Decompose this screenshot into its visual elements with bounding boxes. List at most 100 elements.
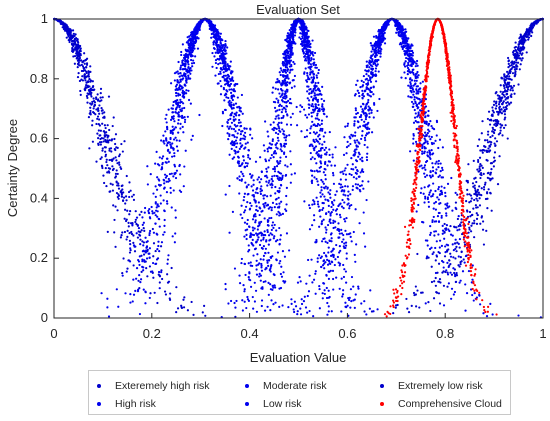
data-point	[243, 127, 246, 130]
data-point	[116, 209, 119, 212]
data-point	[357, 91, 360, 95]
data-point	[282, 114, 285, 118]
data-point	[77, 55, 80, 58]
data-point	[171, 142, 174, 145]
data-point	[415, 62, 418, 65]
data-point	[285, 123, 289, 126]
data-point	[211, 65, 214, 68]
data-point	[146, 240, 149, 243]
data-point	[420, 187, 423, 190]
data-point	[234, 306, 237, 309]
data-point	[458, 281, 461, 284]
data-point	[334, 258, 337, 261]
data-point	[445, 243, 448, 246]
data-point	[129, 210, 132, 213]
data-point	[241, 299, 244, 302]
data-point	[322, 237, 325, 241]
data-point	[313, 170, 316, 173]
data-point	[350, 275, 354, 279]
data-point	[99, 87, 103, 91]
data-point	[68, 30, 71, 33]
data-point	[379, 55, 382, 58]
data-point	[128, 260, 132, 263]
data-point	[308, 228, 312, 231]
series-2-points	[220, 17, 379, 319]
data-point	[326, 301, 329, 305]
data-point	[121, 272, 124, 275]
data-point	[414, 76, 418, 80]
data-point	[346, 122, 350, 125]
data-point	[184, 63, 187, 66]
data-point	[275, 174, 278, 178]
data-point	[285, 38, 288, 41]
data-point	[167, 177, 170, 181]
data-point	[209, 26, 212, 29]
data-point	[417, 92, 420, 95]
data-point	[154, 249, 157, 253]
data-point	[286, 114, 289, 117]
data-point	[171, 235, 174, 238]
data-point	[415, 59, 419, 63]
data-point	[137, 279, 140, 282]
data-point	[222, 71, 225, 74]
data-point	[85, 65, 88, 69]
data-point	[307, 35, 310, 38]
data-point	[268, 146, 271, 149]
data-point	[174, 209, 177, 212]
data-point	[190, 300, 193, 304]
data-point	[333, 164, 337, 167]
data-point	[314, 145, 318, 148]
data-point	[312, 73, 315, 76]
data-point	[277, 99, 280, 102]
data-point	[363, 300, 366, 303]
data-point	[426, 132, 429, 135]
data-point	[322, 282, 326, 285]
data-point	[217, 37, 220, 40]
data-point	[272, 237, 275, 240]
data-point	[310, 91, 313, 95]
data-point	[244, 161, 248, 165]
data-point	[83, 62, 86, 65]
data-point	[224, 64, 227, 67]
data-point	[224, 65, 227, 68]
data-point	[360, 114, 363, 117]
data-point	[289, 69, 292, 72]
data-point	[220, 52, 223, 55]
data-point	[93, 101, 97, 104]
data-point	[348, 207, 351, 210]
data-point	[247, 156, 250, 159]
data-point	[187, 65, 190, 69]
data-point	[201, 311, 204, 314]
data-point	[226, 132, 229, 135]
data-point	[175, 286, 178, 289]
data-point	[132, 198, 136, 201]
data-point	[286, 88, 289, 92]
data-point	[271, 183, 274, 187]
data-point	[316, 257, 319, 260]
data-point	[123, 217, 126, 220]
data-point	[301, 48, 304, 51]
data-point	[285, 104, 288, 108]
data-point	[99, 96, 102, 99]
data-point	[187, 63, 190, 66]
data-point	[317, 81, 320, 84]
data-point	[216, 49, 219, 53]
data-point	[196, 47, 200, 50]
data-point	[311, 174, 314, 177]
data-point	[219, 62, 222, 65]
data-point	[281, 250, 285, 253]
data-point	[314, 81, 317, 85]
data-point	[286, 51, 289, 54]
data-point	[85, 62, 89, 65]
data-point	[282, 130, 285, 133]
data-point	[353, 306, 356, 309]
data-point	[276, 80, 279, 83]
data-point	[222, 74, 226, 77]
data-point	[315, 139, 319, 143]
data-point	[170, 266, 173, 270]
data-point	[242, 199, 245, 202]
data-point	[231, 134, 234, 137]
data-point	[165, 180, 168, 183]
data-point	[128, 239, 132, 242]
data-point	[134, 289, 137, 292]
